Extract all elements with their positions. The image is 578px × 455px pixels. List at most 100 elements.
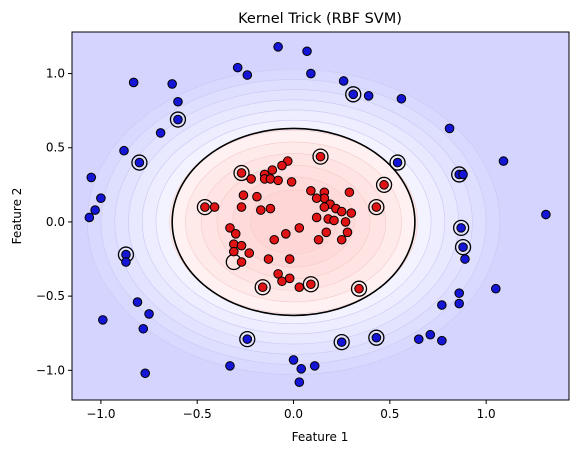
support-vector-ring [169, 111, 187, 128]
point-outer [458, 169, 468, 180]
point-outer [413, 334, 424, 344]
y-tick-label: −0.5 [36, 289, 65, 303]
point-inner [336, 234, 347, 245]
point-outer [338, 76, 349, 86]
point-outer [296, 364, 307, 374]
point-inner [257, 282, 268, 293]
point-inner [284, 254, 295, 264]
support-vector-ring [368, 198, 385, 216]
point-outer [98, 315, 108, 325]
point-inner [277, 160, 287, 171]
point-inner [294, 282, 305, 293]
point-outer [90, 205, 100, 215]
point-outer [138, 323, 149, 334]
chart-title: Kernel Trick (RBF SVM) [238, 11, 402, 27]
point-outer [363, 91, 374, 101]
point-inner [265, 174, 276, 184]
support-vector-ring [333, 333, 350, 351]
decision-boundary [171, 127, 416, 317]
point-outer [498, 156, 509, 166]
point-inner [265, 203, 276, 214]
y-axis: −1.0 −0.5 0.0 0.5 1.0 [36, 67, 72, 377]
x-axis-label: Feature 1 [292, 430, 349, 444]
support-vector-ring [302, 276, 320, 293]
point-outer [444, 123, 455, 134]
point-outer [309, 361, 320, 371]
point-inner [354, 283, 364, 294]
point-inner [225, 223, 235, 233]
point-inner [236, 257, 247, 267]
point-inner [229, 246, 239, 257]
point-outer [225, 361, 235, 371]
point-outer [302, 46, 312, 57]
y-axis-label: Feature 2 [10, 188, 24, 245]
point-inner [246, 174, 256, 184]
support-vector-ring [345, 86, 362, 103]
point-inner [252, 191, 262, 202]
x-axis: −1.0 −0.5 0.0 0.5 1.0 [86, 400, 496, 421]
point-outer [121, 257, 131, 267]
point-outer [454, 288, 464, 298]
point-outer [458, 242, 468, 252]
point-outer [425, 329, 436, 340]
y-tick-label: −1.0 [36, 363, 65, 377]
plot-frame [71, 31, 570, 401]
point-inner [286, 177, 297, 187]
point-inner [319, 202, 330, 212]
point-outer [460, 254, 470, 264]
point-inner [311, 212, 322, 223]
point-inner [267, 165, 278, 175]
point-inner [311, 193, 322, 203]
point-outer [242, 334, 253, 344]
point-outer [392, 157, 403, 168]
support-vector-ring [239, 331, 256, 348]
point-outer [173, 114, 183, 125]
point-outer [96, 193, 106, 203]
point-outer [173, 96, 183, 107]
x-tick-label: 1.0 [477, 407, 496, 421]
point-inner [342, 227, 353, 238]
support-vector-ring [312, 148, 329, 165]
support-vector-ring [452, 219, 470, 237]
point-outer [144, 309, 154, 319]
point-inner [379, 180, 389, 190]
point-outer [288, 355, 299, 365]
point-inner [200, 202, 210, 212]
point-outer [140, 368, 151, 379]
point-outer [119, 145, 129, 156]
point-outer [167, 79, 177, 89]
contour-background [72, 32, 569, 400]
point-inner [329, 215, 339, 226]
point-inner [263, 254, 274, 264]
point-inner [238, 190, 249, 201]
support-vector-ring [254, 279, 271, 296]
point-inner [281, 229, 291, 239]
point-outer [242, 70, 253, 80]
point-inner [273, 269, 283, 279]
support-vector-ring [389, 154, 406, 171]
point-outer [490, 283, 501, 294]
point-inner [346, 208, 357, 218]
point-inner [284, 273, 295, 284]
point-outer [437, 335, 447, 346]
data-points [84, 42, 551, 387]
decision-boundary-curve [171, 127, 416, 317]
point-outer [273, 42, 283, 52]
x-tick-label: −1.0 [86, 407, 115, 421]
support-vector-ring [233, 164, 250, 182]
point-outer [155, 128, 166, 138]
support-vector-ring [350, 280, 368, 297]
point-inner [306, 185, 316, 196]
point-inner [236, 168, 247, 178]
point-outer [541, 209, 551, 220]
point-inner [209, 202, 220, 212]
point-inner [371, 202, 382, 212]
point-inner [269, 234, 280, 245]
point-outer [371, 332, 382, 343]
point-inner [236, 240, 247, 251]
point-outer [86, 172, 97, 183]
point-inner [344, 187, 355, 198]
point-inner [236, 202, 247, 212]
y-tick-label: 1.0 [46, 67, 65, 81]
